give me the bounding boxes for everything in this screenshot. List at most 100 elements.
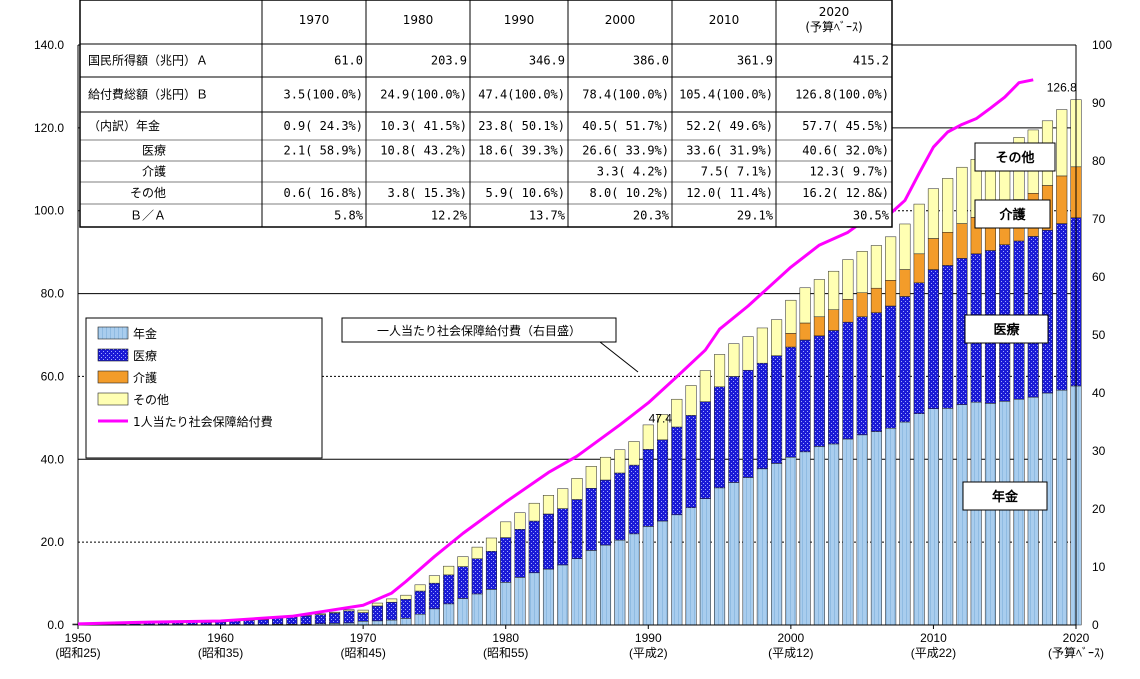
bar-segment (329, 611, 341, 614)
bar-segment (899, 421, 911, 626)
legend-label: 介護 (133, 370, 157, 385)
table-year-header: 1980 (403, 13, 434, 27)
table-cell: 40.6( 32.0%) (802, 144, 889, 158)
table-cell: 126.8(100.0%) (795, 88, 889, 102)
bar-segment (428, 575, 440, 584)
table-row-label: その他 (130, 186, 166, 200)
bar-segment (927, 238, 939, 270)
bar-segment (756, 468, 768, 626)
bar-segment (400, 618, 412, 626)
table-frame (79, 0, 893, 228)
bar-segment (999, 401, 1011, 626)
bar-segment (785, 299, 797, 334)
bar-segment (699, 498, 711, 626)
bar-segment (828, 443, 840, 626)
bar-segment (913, 203, 925, 255)
table-row-label: 医療 (142, 144, 166, 158)
x-tick-label: 1960 (207, 631, 234, 645)
bar-segment (343, 609, 355, 612)
table-cell: 12.2% (431, 209, 468, 223)
right-tick-label: 10 (1092, 560, 1106, 574)
bar-segment (371, 620, 383, 626)
bar-segment (842, 438, 854, 626)
stacked-bars (72, 99, 1082, 626)
bar-segment (514, 512, 526, 530)
bar-segment (913, 253, 925, 284)
x-tick-sublabel: (平成22) (911, 646, 956, 660)
bar-segment (357, 621, 369, 626)
bar-segment (885, 427, 897, 626)
right-tick-label: 20 (1092, 502, 1106, 516)
table-cell: 105.4(100.0%) (679, 88, 773, 102)
bar-segment (1056, 389, 1068, 626)
bar-segment (714, 354, 726, 388)
bar-segment (599, 456, 612, 481)
x-tick-label: 1970 (350, 631, 377, 645)
bar-segment (400, 599, 412, 619)
table-cell: 33.6( 31.9%) (686, 144, 773, 158)
bar-segment (671, 398, 683, 428)
table-cell: 13.7% (529, 209, 566, 223)
bar-segment (813, 279, 825, 318)
table-cell: 12.3( 9.7%) (810, 165, 889, 179)
bar-segment (828, 330, 840, 445)
bar-segment (899, 269, 911, 297)
bar-segment (842, 321, 854, 440)
bar-segment (528, 572, 540, 626)
bar-segment (699, 401, 711, 499)
segment-label-text: 医療 (993, 322, 1020, 338)
bar-segment (856, 316, 868, 436)
bar-segment (400, 594, 412, 600)
bar-segment (828, 270, 840, 310)
legend-swatch (97, 392, 129, 406)
bar-segment (742, 477, 754, 626)
bar-segment (785, 456, 797, 626)
bar-segment (500, 582, 512, 626)
bar-segment (585, 466, 597, 489)
bar-segment (243, 620, 255, 625)
bar-segment (500, 537, 512, 583)
bar-segment (870, 245, 882, 289)
bar-segment (485, 589, 497, 626)
table-cell: 10.3( 41.5%) (380, 119, 467, 133)
x-tick-sublabel: (昭和55) (483, 646, 528, 660)
bar-segment (956, 223, 968, 259)
line-callout-text: 一人当たり社会保障給付費（右目盛） (377, 323, 581, 338)
bar-segment (742, 369, 754, 478)
bar-segment (628, 441, 640, 466)
bar-segment (799, 451, 811, 626)
bar-segment (942, 178, 954, 233)
bar-segment (514, 577, 526, 626)
x-tick-label: 2010 (920, 631, 947, 645)
bar-segment (428, 608, 440, 626)
bar-segment (443, 574, 455, 605)
bar-segment (856, 434, 868, 626)
segment-label: 医療 (964, 314, 1049, 344)
bar-segment (286, 616, 298, 625)
bar-segment (329, 612, 341, 624)
right-tick-label: 70 (1092, 212, 1106, 226)
table-cell: 346.9 (529, 54, 565, 68)
table-cell: 2.1( 58.9%) (284, 144, 363, 158)
table-cell: 415.2 (853, 54, 889, 68)
left-tick-label: 140.0 (34, 38, 64, 52)
bar-segment (314, 614, 326, 625)
line-series (77, 78, 1034, 626)
left-tick-label: 0.0 (47, 618, 64, 632)
table-cell: 5.8% (334, 209, 364, 223)
table-row-label: 介護 (142, 164, 166, 179)
bar-segment (599, 544, 612, 626)
table-cell: 0.6( 16.8%) (284, 186, 363, 200)
bar-segment (443, 565, 455, 576)
bar-segment (842, 259, 854, 300)
segment-label-box (962, 481, 1048, 511)
bar-segment (628, 464, 640, 535)
segment-label-text: 介護 (998, 207, 1026, 223)
bar-segment (542, 568, 555, 626)
bar-segment (1056, 109, 1068, 177)
bar-segment (257, 619, 269, 625)
bar-segment (885, 280, 897, 307)
left-tick-label: 40.0 (41, 452, 65, 466)
bar-segment (927, 188, 939, 239)
bar-segment (414, 584, 426, 592)
